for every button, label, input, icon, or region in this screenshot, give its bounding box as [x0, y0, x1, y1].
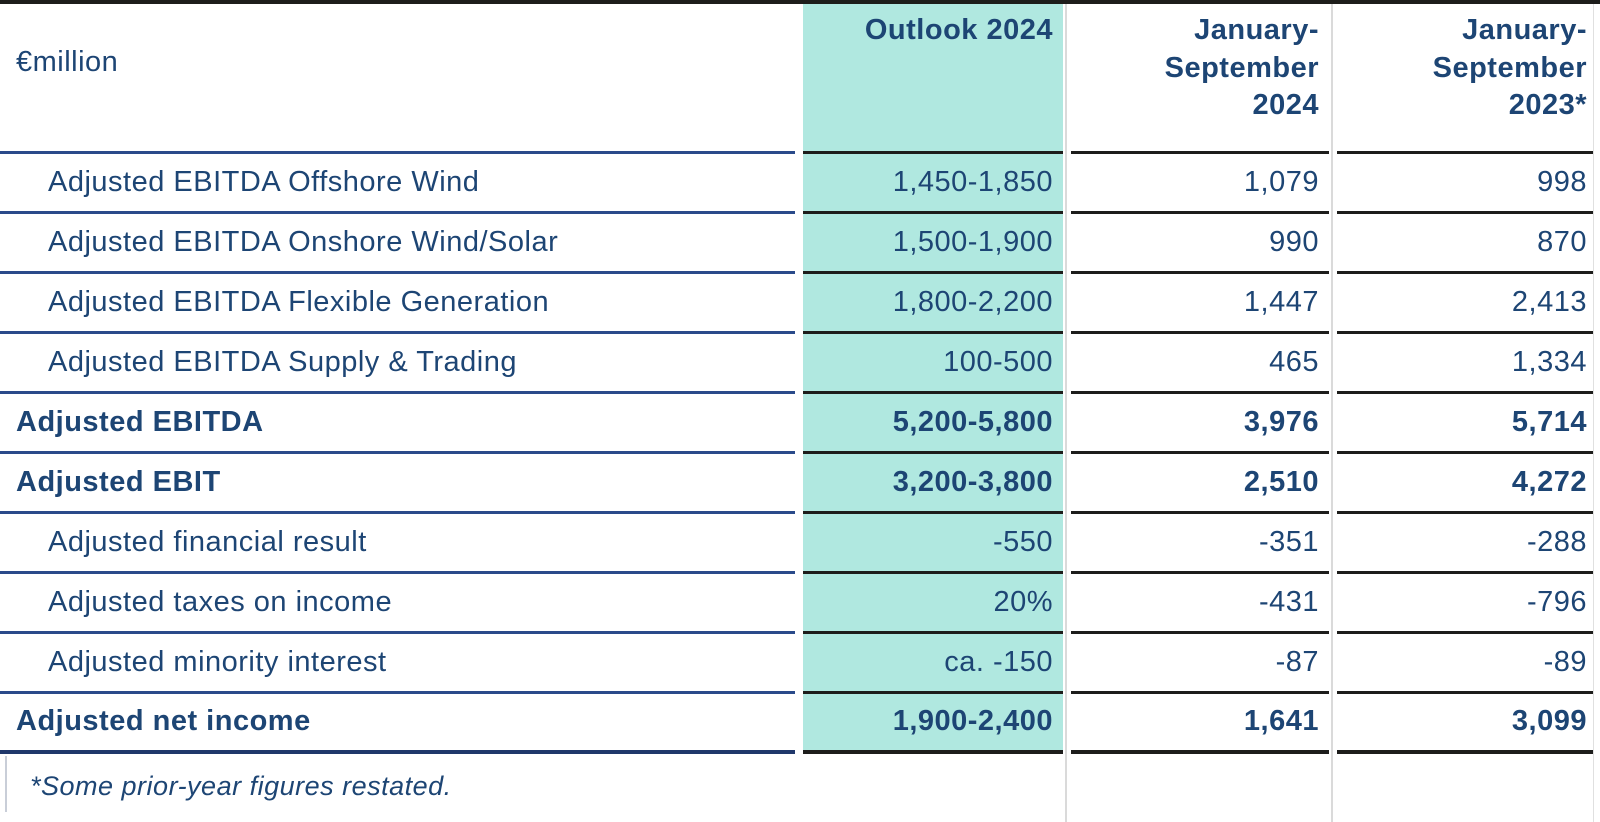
row-label: Adjusted EBITDA Onshore Wind/Solar — [0, 214, 795, 274]
table-row-adjusted-taxes-on-income: Adjusted taxes on income 20% -431 -796 — [0, 574, 1600, 634]
outlook-value: 20% — [803, 574, 1063, 634]
ytd2024-value: 1,641 — [1071, 694, 1329, 754]
footnote-left-border — [5, 756, 7, 812]
row-label: Adjusted EBITDA — [0, 394, 795, 454]
ytd2024-value: 1,079 — [1071, 154, 1329, 214]
outlook-value: 1,900-2,400 — [803, 694, 1063, 754]
table-row-adjusted-ebitda-total: Adjusted EBITDA 5,200-5,800 3,976 5,714 — [0, 394, 1600, 454]
outlook-value: ca. -150 — [803, 634, 1063, 694]
column-header-outlook-2024: Outlook 2024 — [803, 4, 1063, 154]
outlook-value: 5,200-5,800 — [803, 394, 1063, 454]
ytd2023-value: -89 — [1337, 634, 1593, 694]
footnote-text: *Some prior-year figures restated. — [30, 770, 452, 801]
outlook-value: 3,200-3,800 — [803, 454, 1063, 514]
table-row-ebitda-offshore-wind: Adjusted EBITDA Offshore Wind 1,450-1,85… — [0, 154, 1600, 214]
column-gap — [1329, 4, 1337, 154]
ytd2024-value: 1,447 — [1071, 274, 1329, 334]
table-header-row: €million Outlook 2024 January- September… — [0, 4, 1600, 154]
ytd2023-value: 5,714 — [1337, 394, 1593, 454]
outlook-value: 100-500 — [803, 334, 1063, 394]
column-header-jan-sep-2024: January- September 2024 — [1071, 4, 1329, 154]
table: €million Outlook 2024 January- September… — [0, 4, 1600, 818]
table-right-edge — [1593, 4, 1594, 822]
row-label: Adjusted financial result — [0, 514, 795, 574]
ytd2024-value: 2,510 — [1071, 454, 1329, 514]
column-divider — [1065, 4, 1067, 822]
ytd2023-value: 870 — [1337, 214, 1593, 274]
ytd2023-value: 998 — [1337, 154, 1593, 214]
table-row-ebitda-flexible-generation: Adjusted EBITDA Flexible Generation 1,80… — [0, 274, 1600, 334]
column-gap — [1063, 4, 1071, 154]
row-label: Adjusted EBITDA Flexible Generation — [0, 274, 795, 334]
ytd2024-value: -431 — [1071, 574, 1329, 634]
ytd2024-value: 990 — [1071, 214, 1329, 274]
column-gap — [795, 4, 803, 154]
outlook-value: 1,500-1,900 — [803, 214, 1063, 274]
table-row-ebitda-supply-trading: Adjusted EBITDA Supply & Trading 100-500… — [0, 334, 1600, 394]
ytd2024-value: -87 — [1071, 634, 1329, 694]
row-label: Adjusted taxes on income — [0, 574, 795, 634]
row-label: Adjusted minority interest — [0, 634, 795, 694]
table-row-ebitda-onshore-wind-solar: Adjusted EBITDA Onshore Wind/Solar 1,500… — [0, 214, 1600, 274]
table-row-adjusted-minority-interest: Adjusted minority interest ca. -150 -87 … — [0, 634, 1600, 694]
ytd2023-value: 2,413 — [1337, 274, 1593, 334]
column-divider — [1331, 4, 1333, 822]
ytd2024-value: -351 — [1071, 514, 1329, 574]
ytd2023-value: 4,272 — [1337, 454, 1593, 514]
table-top-border — [0, 0, 1600, 4]
table-row-adjusted-financial-result: Adjusted financial result -550 -351 -288 — [0, 514, 1600, 574]
row-label: Adjusted net income — [0, 694, 795, 754]
ytd2023-value: 3,099 — [1337, 694, 1593, 754]
right-margin — [1593, 4, 1600, 154]
row-label: Adjusted EBITDA Offshore Wind — [0, 154, 795, 214]
ytd2023-value: -288 — [1337, 514, 1593, 574]
ytd2023-value: 1,334 — [1337, 334, 1593, 394]
outlook-value: 1,450-1,850 — [803, 154, 1063, 214]
outlook-value: -550 — [803, 514, 1063, 574]
column-header-jan-sep-2023: January- September 2023* — [1337, 4, 1593, 154]
table-row-adjusted-net-income: Adjusted net income 1,900-2,400 1,641 3,… — [0, 694, 1600, 754]
ytd2024-value: 465 — [1071, 334, 1329, 394]
row-label: Adjusted EBIT — [0, 454, 795, 514]
ytd2024-value: 3,976 — [1071, 394, 1329, 454]
table-footer-row: *Some prior-year figures restated. — [0, 754, 1600, 818]
table-row-adjusted-ebit: Adjusted EBIT 3,200-3,800 2,510 4,272 — [0, 454, 1600, 514]
ytd2023-value: -796 — [1337, 574, 1593, 634]
unit-label: €million — [0, 4, 795, 154]
row-label: Adjusted EBITDA Supply & Trading — [0, 334, 795, 394]
outlook-value: 1,800-2,200 — [803, 274, 1063, 334]
